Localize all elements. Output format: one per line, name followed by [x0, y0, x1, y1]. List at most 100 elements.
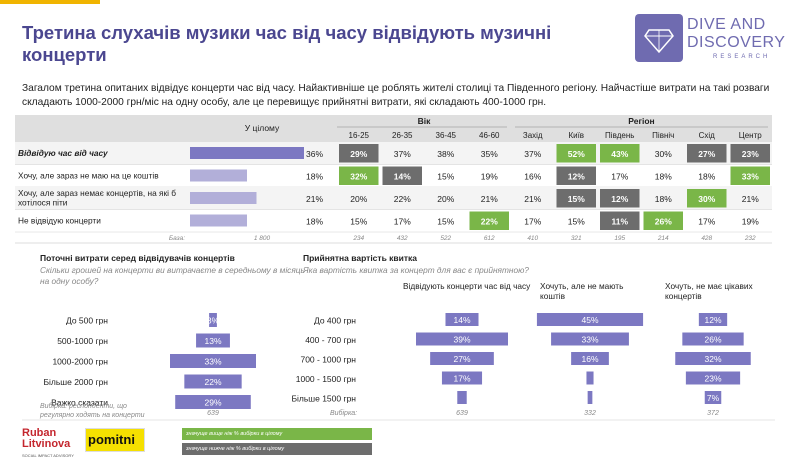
price-category: Більше 1500 грн [291, 394, 356, 404]
column-header: Захід [523, 131, 543, 140]
table-cell: 18% [698, 172, 715, 182]
price-category: 700 - 1000 грн [300, 355, 356, 365]
table-cell: 17% [611, 172, 628, 182]
spending-category: Більше 2000 грн [43, 377, 108, 387]
spending-bar-label: 13% [204, 336, 221, 346]
price-bar-label: 14% [453, 315, 470, 325]
base-value: 321 [571, 235, 582, 242]
highlight-higher-cell [687, 189, 727, 208]
slide-title: Третина слухачів музики час від часу від… [22, 22, 552, 65]
table-cell: 16% [524, 172, 541, 182]
highlight-lower-cell [730, 144, 770, 163]
price-bar-label: 27% [453, 354, 470, 364]
table-cell: 18% [655, 172, 672, 182]
table-cell: 33% [742, 172, 759, 182]
significance-legend: значуще вище ніж % вибірки в цілому знач… [182, 428, 372, 455]
spending-sample: 639 [207, 410, 219, 417]
table-cell: 22% [394, 194, 411, 204]
price-category: До 400 грн [314, 316, 356, 326]
price-series-header: Хочуть, але не мають коштів [540, 281, 623, 301]
spending-question: Скільки грошей на концерти ви витрачаєте… [40, 265, 305, 286]
table-cell: 20% [437, 194, 454, 204]
row-label: Не відвідую концерти [18, 216, 101, 226]
highlight-lower-cell [382, 166, 422, 185]
overall-bar-label: 18% [306, 217, 323, 227]
highlight-higher-cell [643, 211, 683, 230]
column-header: 26-35 [392, 131, 413, 140]
table-cell: 15% [437, 217, 454, 227]
table-cell: 14% [394, 172, 411, 182]
highlight-higher-cell [600, 144, 640, 163]
price-bar [551, 332, 629, 346]
table-cell: 12% [568, 172, 585, 182]
spending-category: Важко сказати [51, 398, 108, 408]
table-cell: 17% [524, 217, 541, 227]
price-bar [571, 352, 609, 365]
row-label: Хочу, але зараз немає концертів, на які … [18, 188, 176, 208]
base-value: 232 [744, 235, 756, 242]
price-category: 1000 - 1500 грн [296, 374, 357, 384]
table-cell: 22% [481, 217, 498, 227]
price-bar-label: 32% [704, 354, 721, 364]
table-cell: 37% [394, 149, 411, 159]
ruban-line2: Litvinova [22, 438, 71, 450]
highlight-higher-cell [730, 166, 770, 185]
logo-line3: RESEARCH [713, 54, 771, 60]
intro-text: Загалом третина опитаних відвідує концер… [22, 83, 770, 108]
table-cell: 30% [698, 194, 715, 204]
spending-category: До 500 грн [66, 316, 108, 326]
column-header: Київ [568, 131, 584, 140]
price-bar [704, 391, 722, 404]
overall-bar [190, 214, 247, 227]
legend-higher: значуще вище ніж % вибірки в цілому [182, 428, 372, 440]
price-sample: 639 [456, 410, 468, 417]
ruban-litvinova-logo: Ruban Litvinova SOCIAL IMPACT ADVISORY [22, 428, 74, 461]
base-label: База: [169, 235, 185, 242]
logo-line2: DISCOVERY [687, 34, 786, 51]
price-sample-label: Вибірка: [330, 409, 357, 417]
price-series-header: Хочуть, не має цікавих концертів [665, 281, 753, 301]
table-cell: 29% [350, 149, 367, 159]
table-cell: 35% [481, 149, 498, 159]
table-cell: 11% [611, 217, 628, 227]
table-cell: 43% [611, 149, 628, 159]
table-cell: 37% [524, 149, 541, 159]
price-bar-label: 16% [581, 354, 598, 364]
column-header: Схід [699, 131, 716, 140]
header-age: Вік [418, 116, 432, 126]
column-header: Південь [605, 131, 634, 140]
spending-title: Поточні витрати серед відвідувачів конце… [40, 253, 235, 263]
table-cell: 17% [394, 217, 411, 227]
spending-sample-label: Вибірка: респонденти, що регулярно ходять… [39, 402, 145, 419]
spending-bar [175, 395, 251, 409]
spending-bar-label: 22% [204, 377, 221, 387]
highlight-higher-cell [469, 211, 509, 230]
highlight-lower-cell [556, 166, 596, 185]
spending-bar-label: 33% [204, 357, 221, 367]
table-cell: 30% [655, 149, 672, 159]
table-cell: 23% [742, 149, 759, 159]
price-bar [586, 371, 594, 385]
price-category: 400 - 700 грн [305, 335, 356, 345]
overall-bar [190, 169, 247, 182]
base-value: 432 [397, 235, 408, 242]
table-cell: 21% [742, 194, 759, 204]
price-sample: 372 [707, 410, 719, 417]
ruban-line1: Ruban [22, 427, 57, 439]
header-region: Регіон [628, 116, 654, 126]
column-header: 46-60 [479, 131, 500, 140]
table-cell: 20% [350, 194, 367, 204]
price-bar-label: 45% [581, 315, 598, 325]
column-header: Центр [739, 131, 762, 140]
price-bar [675, 352, 751, 365]
spending-bar [170, 354, 256, 368]
price-bar-label: 26% [704, 335, 721, 345]
price-bar-label: 23% [704, 374, 721, 384]
table-cell: 26% [655, 217, 672, 227]
table-cell: 19% [742, 217, 759, 227]
price-bar-label: 33% [581, 335, 598, 345]
highlight-lower-cell [556, 189, 596, 208]
table-cell: 32% [350, 172, 367, 182]
highlight-higher-cell [339, 166, 379, 185]
